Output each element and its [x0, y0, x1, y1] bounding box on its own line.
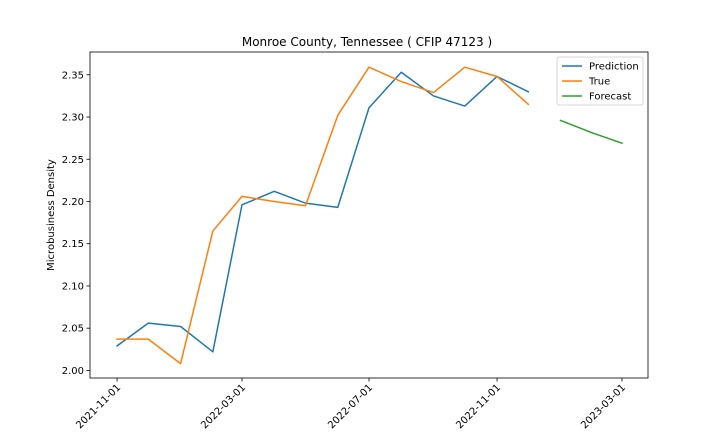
legend-box [556, 56, 644, 106]
legend-label-prediction: Prediction [589, 62, 639, 73]
legend: Prediction True Forecast [556, 56, 644, 106]
series-line-true [116, 66, 530, 365]
legend-label-true: True [588, 77, 610, 88]
series-line-prediction [116, 71, 530, 353]
y-tick-label: 2.25 [62, 155, 84, 166]
y-tick-label: 2.20 [62, 197, 84, 208]
y-tick-label: 2.30 [62, 113, 84, 124]
series-layer [116, 66, 623, 365]
y-tick-label: 2.15 [62, 239, 84, 250]
y-tick-label: 2.35 [62, 70, 84, 81]
y-tick-label: 2.10 [62, 281, 84, 292]
legend-label-forecast: Forecast [589, 92, 631, 103]
chart-title: Monroe County, Tennessee ( CFIP 47123 ) [242, 35, 492, 49]
y-tick-label: 2.00 [62, 366, 84, 377]
y-tick-label: 2.05 [62, 324, 84, 335]
y-axis: 2.00 2.05 2.10 2.15 2.20 2.25 2.30 2.35 [62, 70, 90, 377]
series-line-forecast [559, 119, 623, 145]
y-axis-label: Microbusiness Density [46, 159, 57, 271]
